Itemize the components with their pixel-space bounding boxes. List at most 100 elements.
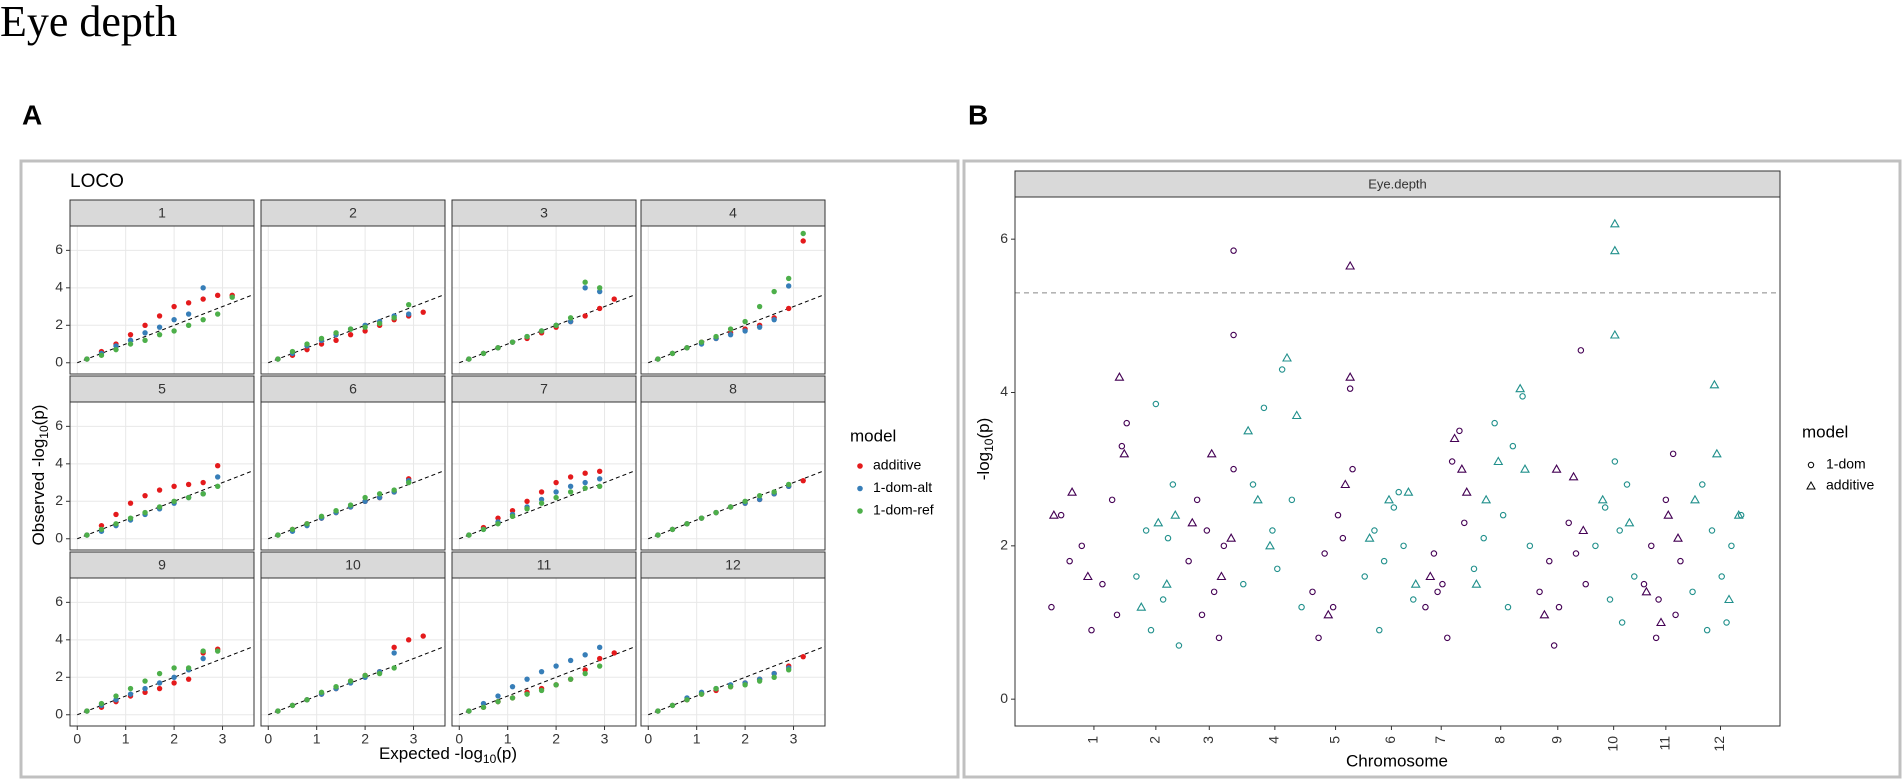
qq-point [142, 685, 148, 692]
snp-point [1395, 488, 1402, 496]
qq-point [509, 339, 516, 345]
qq-point [553, 663, 559, 669]
qq-point [142, 330, 148, 336]
facet-strip [69, 551, 255, 579]
x-tick-label: 9 [1548, 736, 1564, 744]
facet-title: 10 [345, 557, 361, 573]
qq-point [713, 509, 719, 516]
qq-point [185, 676, 192, 682]
qq-point [495, 345, 501, 351]
snp-point [1546, 557, 1553, 565]
snp-point [1249, 481, 1257, 488]
snp-point [1361, 573, 1368, 580]
facet-strip [451, 199, 637, 227]
reference-line [268, 469, 446, 540]
snp-point [1390, 504, 1398, 511]
qq-point [127, 500, 134, 506]
snp-point [1274, 565, 1281, 573]
facet-border [640, 225, 826, 375]
legend-title: model [1802, 422, 1848, 441]
qq-point [185, 665, 192, 671]
qq-point [362, 672, 368, 679]
qq-point [185, 494, 192, 501]
snp-point [1364, 533, 1375, 542]
qq-point [333, 330, 339, 336]
snp-point [1456, 464, 1467, 473]
snp-point [1175, 642, 1183, 649]
facet-panel [261, 226, 445, 374]
reference-line [77, 469, 255, 540]
snp-point [1631, 573, 1638, 580]
qq-point [655, 356, 661, 362]
snp-point [1226, 533, 1237, 542]
x-axis-title: Expected -log10(p) [379, 744, 517, 766]
snp-point [1609, 245, 1620, 255]
snp-point [1481, 494, 1492, 504]
snp-point [1551, 464, 1562, 473]
facet-border [640, 577, 826, 727]
facet-panel [452, 402, 636, 550]
qq-point [495, 521, 501, 527]
qq-point [185, 300, 192, 306]
legend-marker [857, 485, 863, 492]
facet-border [260, 401, 446, 551]
qq-point [391, 650, 397, 656]
qq-point [214, 648, 221, 654]
snp-point [1640, 580, 1648, 588]
facet-title: 1 [158, 205, 166, 221]
x-tick-label: 3 [790, 731, 798, 747]
qq-point [596, 305, 603, 312]
label-part: 10 [37, 425, 51, 439]
snp-point [1230, 465, 1237, 473]
qq-point [655, 708, 661, 714]
snp-point [1371, 527, 1378, 534]
qq-point [275, 532, 281, 538]
snp-point [1265, 540, 1275, 550]
snp-point [1380, 557, 1388, 565]
qq-point [596, 663, 603, 669]
qq-point [362, 328, 368, 334]
snp-point [1555, 603, 1563, 611]
qq-point [480, 526, 487, 533]
snp-point [1384, 494, 1394, 504]
snp-point [1491, 419, 1498, 427]
snp-point [1539, 609, 1550, 619]
snp-point [1123, 419, 1130, 427]
snp-point [1133, 573, 1140, 580]
snp-point [1449, 433, 1460, 443]
facet-title: 7 [540, 381, 548, 397]
qq-point [362, 498, 368, 504]
x-tick-label: 11 [1657, 736, 1673, 751]
snp-point [1206, 448, 1217, 458]
snp-point [1448, 458, 1456, 465]
snp-point [1185, 557, 1192, 565]
snp-point [1252, 494, 1263, 504]
qq-point [698, 339, 705, 345]
snp-point [1282, 352, 1292, 362]
reference-line [648, 469, 826, 540]
snp-point [1733, 510, 1744, 519]
snp-point [1568, 471, 1579, 481]
snp-point [1577, 347, 1585, 354]
qq-point [785, 667, 792, 673]
snp-point [1456, 427, 1463, 435]
qq-point [84, 708, 90, 714]
x-tick-label: 0 [455, 731, 463, 747]
snp-point [1288, 496, 1296, 504]
snp-point [1624, 517, 1635, 527]
snp-point [1298, 603, 1305, 611]
qq-point [756, 303, 763, 310]
y-tick-label: 2 [55, 316, 63, 332]
snp-point [1515, 383, 1526, 393]
qq-point [756, 324, 763, 330]
qq-point [405, 311, 412, 317]
snp-point [1606, 596, 1614, 603]
qq-point [684, 345, 690, 351]
snp-point [1565, 519, 1572, 527]
snp-point [1616, 527, 1623, 534]
qq-point [509, 683, 516, 690]
qq-point [127, 691, 134, 697]
qq-point [771, 288, 777, 295]
snp-point [1499, 511, 1507, 519]
qq-point [495, 698, 501, 705]
